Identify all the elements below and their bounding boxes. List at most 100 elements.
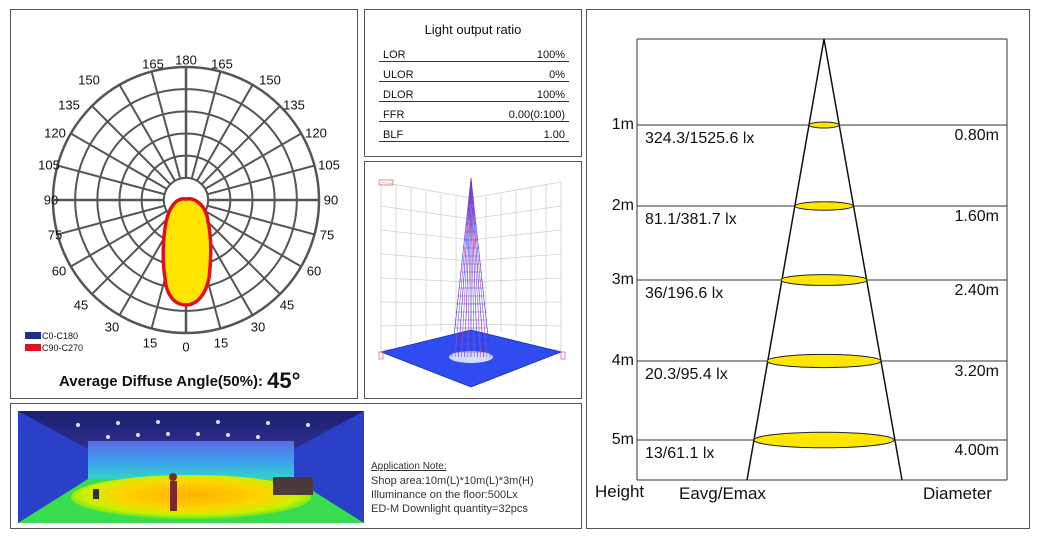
grid-line xyxy=(380,277,472,283)
cone-edge xyxy=(746,38,825,481)
average-diffuse-angle-value: 45° xyxy=(267,368,301,393)
polar-diagram-panel: 165 180 165 150 135 120 105 90 75 60 45 30 15 150 135 1… xyxy=(10,9,358,399)
illuminance-cone-diagram: 1m 324.3/1525.6 lx 0.80m 2m 81.1/381.7 lx 1.6… xyxy=(595,38,1008,503)
polar-angle-label: 45 xyxy=(74,297,88,312)
polar-grid-spoke xyxy=(91,105,172,186)
cone-beam-spot xyxy=(780,274,868,286)
polar-angle-label: 60 xyxy=(52,263,66,278)
polar-grid-spoke xyxy=(204,210,302,268)
3d-plot-axis-marker xyxy=(378,351,384,360)
cone-eavg-emax-value: 81.1/381.7 lx xyxy=(645,211,737,228)
cone-beam-spot xyxy=(794,201,854,211)
ratio-label: LOR xyxy=(379,42,451,62)
illuminance-cone-panel: 1m 324.3/1525.6 lx 0.80m 2m 81.1/381.7 lx 1.6… xyxy=(586,9,1030,529)
polar-angle-label: 120 xyxy=(44,125,66,140)
polar-angle-label: 15 xyxy=(143,335,157,350)
light-output-ratio-panel: Light output ratio LOR 100% ULOR 0% DLOR 100%… xyxy=(364,9,582,157)
3d-plot-axis-marker xyxy=(560,351,566,360)
cone-beam-spot xyxy=(753,431,895,449)
polar-angle-label: 45 xyxy=(280,297,294,312)
room-illuminance-render xyxy=(18,411,364,523)
grid-line xyxy=(470,253,562,262)
ratio-row: BLF 1.00 xyxy=(379,121,569,142)
cone-footer-eavg-emax: Eavg/Emax xyxy=(679,484,766,503)
cone-diameter-value: 4.00m xyxy=(955,442,999,459)
cone-diameter-value: 1.60m xyxy=(955,208,999,225)
polar-grid-spoke xyxy=(190,71,222,179)
polar-grid-spoke xyxy=(70,210,168,268)
polar-grid-spoke xyxy=(207,204,315,236)
polar-angle-label: 150 xyxy=(259,72,281,87)
polar-distribution-fill xyxy=(163,198,211,305)
ratio-value: 100% xyxy=(450,81,569,102)
cone-beam-spot xyxy=(766,353,882,369)
cone-eavg-emax-value: 324.3/1525.6 lx xyxy=(645,130,754,147)
polar-grid-spoke xyxy=(207,164,315,196)
polar-angle-label: 60 xyxy=(307,263,321,278)
polar-angle-label: 90 xyxy=(44,192,58,207)
grid-line xyxy=(470,229,562,241)
grid-line xyxy=(470,301,562,304)
polar-angle-label: 120 xyxy=(305,125,327,140)
cone-footer-diameter: Diameter xyxy=(923,484,992,503)
ratio-label: BLF xyxy=(379,121,451,142)
polar-angle-label: 165 xyxy=(211,56,233,71)
grid-line xyxy=(470,181,562,199)
legend-label: C0-C180 xyxy=(42,331,78,341)
polar-curve-c90-c270 xyxy=(161,197,213,307)
cone-eavg-emax-value: 20.3/95.4 lx xyxy=(645,366,728,383)
average-diffuse-angle-label: Average Diffuse Angle(50%): xyxy=(59,373,263,390)
ratio-value: 0% xyxy=(450,61,569,82)
ratio-label: ULOR xyxy=(379,61,451,82)
polar-diagram: 165 180 1651501351201059075604530151501351… xyxy=(25,52,340,354)
polar-grid-spoke xyxy=(200,105,281,186)
legend-swatch xyxy=(25,344,41,351)
polar-angle-label: 150 xyxy=(78,72,100,87)
ratio-value: 1.00 xyxy=(450,121,569,142)
ratio-value: 100% xyxy=(450,42,569,62)
grid-line xyxy=(380,301,472,304)
grid-line xyxy=(380,323,472,327)
application-panel: Application Note: Shop area:10m(L)*10m(L… xyxy=(10,403,582,529)
grid-line xyxy=(470,277,562,283)
ratio-value: 0.00(0:100) xyxy=(450,101,569,122)
grid-line xyxy=(380,205,472,220)
3d-plot-axis-marker xyxy=(378,179,394,186)
ratio-label: DLOR xyxy=(379,81,451,102)
polar-angle-label: 105 xyxy=(38,157,60,172)
cone-diameter-value: 2.40m xyxy=(955,282,999,299)
polar-angle-label: 90 xyxy=(324,192,338,207)
ratio-row: FFR 0.00(0:100) xyxy=(379,101,569,122)
application-note-line: Shop area:10m(L)*10m(L)*3m(H) xyxy=(371,475,534,487)
grid-line xyxy=(380,181,472,199)
cone-edge xyxy=(823,38,903,481)
cone-diameter-value: 0.80m xyxy=(955,127,999,144)
cone-diameter-value: 3.20m xyxy=(955,363,999,380)
polar-angle-label: 180 xyxy=(175,52,197,67)
polar-angle-label: 75 xyxy=(48,227,62,242)
polar-angle-label: 135 xyxy=(58,97,80,112)
ratio-row: LOR 100% xyxy=(379,42,569,62)
polar-angle-label: 30 xyxy=(105,319,119,334)
3d-intensity-plot-panel xyxy=(364,161,582,399)
cone-height-label: 3m xyxy=(612,271,634,288)
polar-grid-spoke xyxy=(200,214,281,295)
polar-angle-label: 165 xyxy=(142,56,164,71)
grid-line xyxy=(470,205,562,220)
3d-plot-spike xyxy=(450,177,492,358)
application-note-heading: Application Note: xyxy=(371,461,447,472)
cone-eavg-emax-value: 36/196.6 lx xyxy=(645,285,723,302)
grid-line xyxy=(380,253,472,262)
application-note: Application Note: Shop area:10m(L)*10m(L… xyxy=(371,460,534,516)
polar-angle-label: 0 xyxy=(182,339,189,354)
cone-footer-height: Height xyxy=(595,482,644,501)
application-note-line: Illuminance on the floor:500Lx xyxy=(371,489,518,501)
polar-grid-spoke xyxy=(204,132,302,190)
polar-grid-spoke xyxy=(196,84,254,182)
polar-grid-spoke xyxy=(70,132,168,190)
cone-height-label: 5m xyxy=(612,431,634,448)
polar-grid-spoke xyxy=(57,204,165,236)
cone-eavg-emax-value: 13/61.1 lx xyxy=(645,445,714,462)
ratio-row: ULOR 0% xyxy=(379,61,569,82)
light-output-ratio-table: LOR 100% ULOR 0% DLOR 100% FFR 0.00(0:100) BLF 1.… xyxy=(379,42,569,142)
